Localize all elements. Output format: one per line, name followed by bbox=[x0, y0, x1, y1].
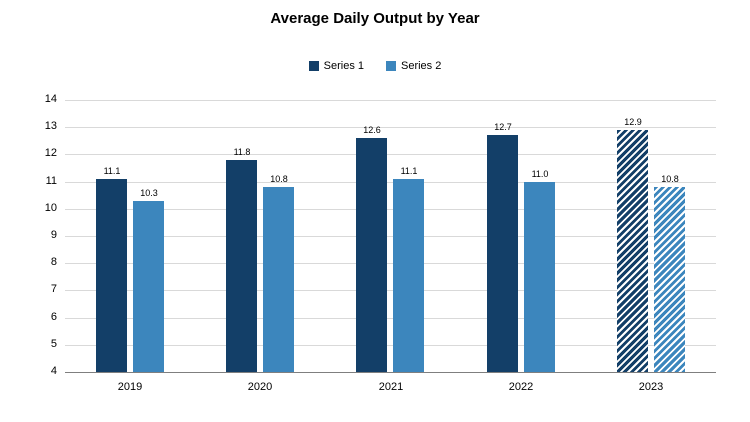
series2-swatch-icon bbox=[386, 61, 396, 71]
bar-series1-2023 bbox=[617, 130, 648, 372]
gridline bbox=[65, 100, 716, 101]
bar-series1-2019 bbox=[96, 179, 127, 372]
gridline bbox=[65, 318, 716, 319]
x-category-label: 2020 bbox=[247, 381, 273, 393]
gridline bbox=[65, 290, 716, 291]
plot-area bbox=[65, 100, 716, 372]
bar-series2-2022 bbox=[524, 182, 555, 372]
x-category-label: 2021 bbox=[378, 381, 404, 393]
bar-data-label: 10.8 bbox=[661, 174, 679, 184]
bar-data-label: 10.8 bbox=[270, 174, 288, 184]
y-tick-label: 12 bbox=[44, 147, 57, 159]
x-category-label: 2023 bbox=[638, 381, 664, 393]
bar-series2-2020 bbox=[263, 187, 294, 372]
y-tick-label: 9 bbox=[50, 229, 57, 241]
bar-data-label: 12.6 bbox=[363, 125, 381, 135]
y-tick-label: 13 bbox=[44, 120, 57, 132]
bar-series1-2021 bbox=[356, 138, 387, 372]
y-tick-label: 6 bbox=[50, 311, 57, 323]
x-category-label: 2019 bbox=[117, 381, 143, 393]
gridline bbox=[65, 236, 716, 237]
gridline bbox=[65, 209, 716, 210]
bar-series1-2020 bbox=[226, 160, 257, 372]
bar-series1-2022 bbox=[487, 135, 518, 372]
legend-label-series2: Series 2 bbox=[401, 60, 442, 72]
y-tick-label: 11 bbox=[45, 175, 57, 187]
legend-item-series2: Series 2 bbox=[386, 60, 441, 72]
chart-title: Average Daily Output by Year bbox=[270, 10, 480, 27]
y-tick-label: 5 bbox=[50, 338, 57, 350]
gridline bbox=[65, 345, 716, 346]
bar-data-label: 11.8 bbox=[233, 147, 251, 157]
gridline bbox=[65, 263, 716, 264]
bar-data-label: 11.0 bbox=[531, 169, 549, 179]
y-tick-label: 7 bbox=[50, 283, 57, 295]
bar-series2-2019 bbox=[133, 201, 164, 372]
x-axis-line bbox=[65, 372, 716, 373]
x-category-label: 2022 bbox=[508, 381, 534, 393]
y-tick-label: 4 bbox=[50, 365, 57, 377]
y-tick-label: 8 bbox=[50, 256, 57, 268]
series1-swatch-icon bbox=[308, 61, 319, 71]
legend-item-series1: Series 1 bbox=[308, 60, 364, 72]
bar-data-label: 10.3 bbox=[140, 188, 158, 198]
legend-label-series1: Series 1 bbox=[323, 60, 364, 72]
gridline bbox=[65, 127, 716, 128]
legend: Series 1 Series 2 bbox=[0, 60, 750, 72]
bar-series2-2021 bbox=[393, 179, 424, 372]
bar-data-label: 11.1 bbox=[103, 166, 121, 176]
bar-series2-2023 bbox=[654, 187, 685, 372]
y-tick-label: 14 bbox=[44, 93, 57, 105]
bar-data-label: 12.9 bbox=[624, 117, 642, 127]
bar-data-label: 12.7 bbox=[494, 122, 512, 132]
bar-data-label: 11.1 bbox=[400, 166, 418, 176]
gridline bbox=[65, 182, 716, 183]
y-tick-label: 10 bbox=[44, 202, 57, 214]
gridline bbox=[65, 154, 716, 155]
